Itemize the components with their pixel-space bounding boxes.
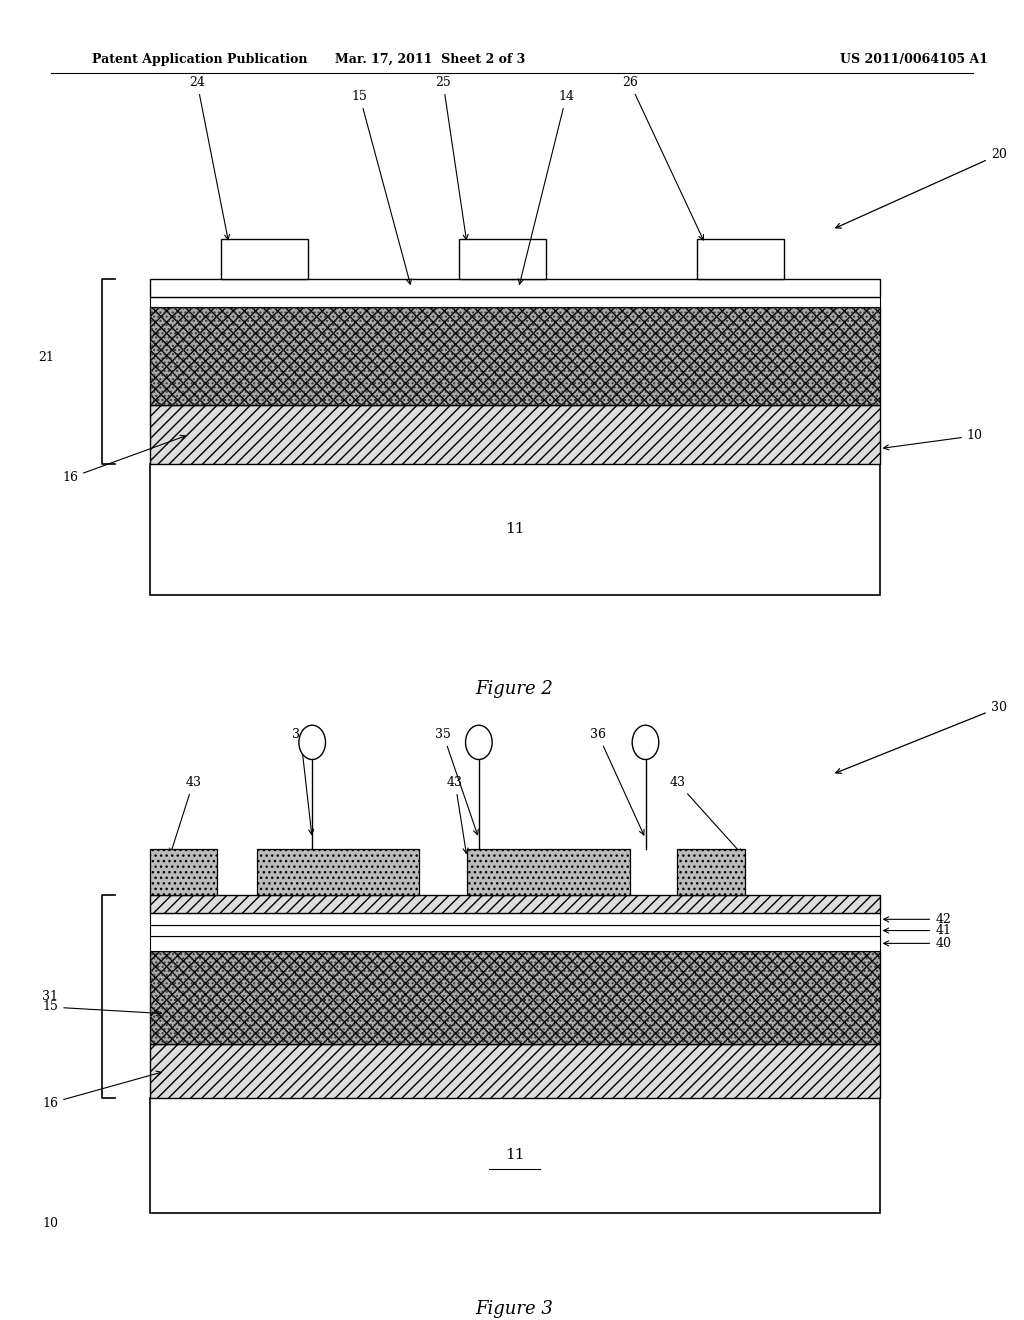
- Circle shape: [466, 725, 493, 759]
- Bar: [150, 895, 880, 913]
- Text: 41: 41: [884, 924, 951, 937]
- Text: 30: 30: [836, 701, 1007, 774]
- Bar: [150, 297, 880, 306]
- Text: 21: 21: [38, 351, 54, 364]
- Text: Figure 3: Figure 3: [475, 1300, 554, 1319]
- Bar: [150, 925, 880, 936]
- Text: US 2011/0064105 A1: US 2011/0064105 A1: [840, 53, 988, 66]
- Text: 11: 11: [505, 1148, 524, 1163]
- Bar: [459, 239, 547, 279]
- Text: 11: 11: [505, 523, 524, 536]
- Text: 25: 25: [435, 77, 468, 240]
- Bar: [150, 1098, 880, 1213]
- Text: 34: 34: [293, 727, 313, 834]
- Text: Mar. 17, 2011  Sheet 2 of 3: Mar. 17, 2011 Sheet 2 of 3: [335, 53, 525, 66]
- Bar: [221, 239, 308, 279]
- Bar: [467, 849, 630, 895]
- Text: 36: 36: [590, 727, 644, 836]
- Text: 24: 24: [189, 77, 229, 240]
- Bar: [150, 936, 880, 950]
- Bar: [150, 1044, 880, 1098]
- Bar: [697, 239, 784, 279]
- Text: 16: 16: [62, 436, 185, 484]
- Bar: [257, 849, 420, 895]
- Bar: [677, 849, 744, 895]
- Text: 15: 15: [42, 1001, 162, 1015]
- Bar: [150, 306, 880, 405]
- Bar: [150, 950, 880, 1044]
- Text: 10: 10: [884, 429, 983, 450]
- Text: Patent Application Publication: Patent Application Publication: [92, 53, 307, 66]
- Bar: [150, 950, 880, 1044]
- Text: 42: 42: [884, 913, 951, 925]
- Text: 31: 31: [42, 990, 58, 1003]
- Bar: [150, 405, 880, 463]
- Bar: [150, 279, 880, 297]
- Text: 10: 10: [42, 1217, 58, 1230]
- Text: 43: 43: [170, 776, 201, 854]
- Text: 15: 15: [352, 90, 412, 284]
- Text: 26: 26: [622, 77, 703, 240]
- Text: 35: 35: [435, 727, 478, 834]
- Circle shape: [632, 725, 658, 759]
- Text: 16: 16: [42, 1071, 162, 1110]
- Bar: [150, 913, 880, 925]
- Text: 43: 43: [670, 776, 742, 854]
- Bar: [150, 463, 880, 595]
- Text: 20: 20: [836, 148, 1007, 228]
- Text: 40: 40: [884, 937, 951, 950]
- Text: Figure 2: Figure 2: [475, 680, 554, 698]
- Circle shape: [299, 725, 326, 759]
- Bar: [150, 306, 880, 405]
- Text: 14: 14: [518, 90, 574, 284]
- Bar: [150, 849, 217, 895]
- Text: 43: 43: [447, 776, 468, 853]
